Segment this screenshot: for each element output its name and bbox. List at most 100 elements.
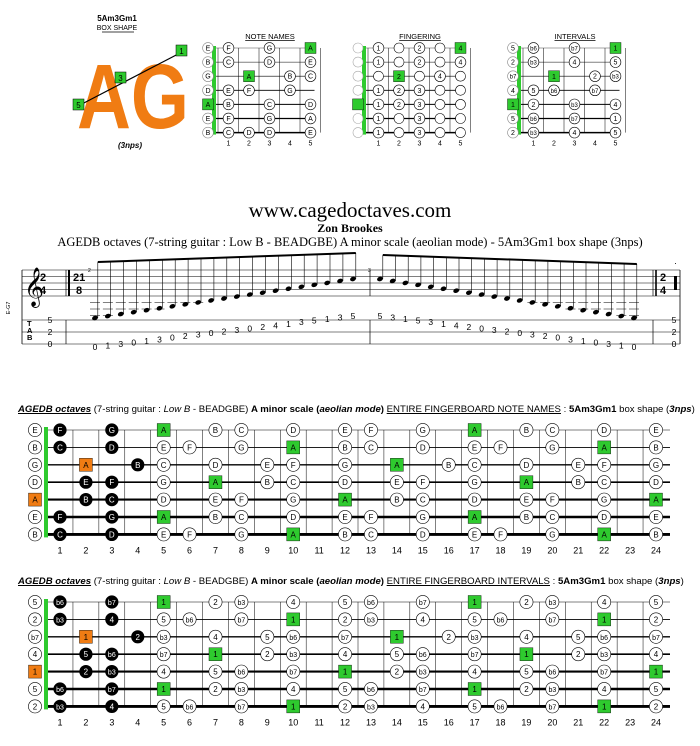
note-marker [28, 612, 42, 627]
box-note-marker [53, 423, 67, 437]
marker-label: E [161, 443, 166, 452]
mini-empty-marker [455, 127, 466, 138]
note-head [221, 296, 227, 301]
mini-note-marker [372, 84, 385, 96]
mini-marker-label: B [288, 74, 293, 81]
box-note-marker [79, 665, 93, 679]
marker-label: b7 [237, 704, 245, 711]
marker-label: 4 [421, 615, 426, 624]
marker-label: C [472, 461, 478, 470]
note-marker [156, 664, 171, 679]
mini-note-marker [284, 70, 296, 82]
marker-label: 2 [524, 598, 529, 607]
marker-label: 2 [654, 615, 659, 624]
mini-empty-marker [455, 99, 466, 110]
note-marker [415, 699, 430, 714]
logo: 5Am3Gm1 BOX SHAPE AG 1 3 5 (3nps) [70, 10, 195, 155]
marker-label: 1 [161, 598, 166, 607]
marker-label: 4 [602, 598, 607, 607]
note-marker [28, 510, 42, 524]
root-marker [286, 612, 300, 627]
mini-note-marker [263, 126, 276, 139]
marker-label: D [653, 478, 659, 487]
mini-marker-label: b7 [510, 75, 517, 81]
note-marker [597, 492, 612, 507]
marker-label: b3 [237, 687, 245, 694]
note-marker [597, 423, 612, 437]
note-marker [260, 457, 275, 472]
note-head [554, 303, 561, 309]
mini-note-marker [434, 70, 446, 82]
box-note-marker [53, 527, 67, 541]
marker-label: 4 [33, 650, 38, 659]
fret-number: 17 [470, 545, 480, 555]
mini-empty-marker [393, 127, 405, 138]
logo-marker-1: 1 [175, 44, 188, 57]
mini-note-marker [243, 126, 255, 139]
mini-note-marker [372, 56, 385, 68]
mini-note-marker [527, 56, 540, 68]
marker-label: B [32, 530, 37, 539]
mini-fret-number: 4 [288, 141, 292, 148]
mini-marker-label: 1 [377, 116, 381, 123]
note-marker [28, 475, 42, 490]
mini-note-marker [507, 42, 519, 54]
fret-number: 16 [444, 717, 454, 727]
marker-label: 2 [136, 633, 141, 642]
note-marker [649, 629, 663, 644]
fret-number: 13 [366, 717, 376, 727]
mini-fret-number: 3 [268, 141, 272, 148]
marker-label: D [290, 426, 296, 435]
note-marker [519, 423, 534, 437]
note-marker [28, 527, 42, 542]
note-marker [545, 699, 560, 714]
marker-label: B [32, 443, 37, 452]
fret-number: 11 [314, 545, 323, 555]
marker-label: C [239, 426, 245, 435]
note-marker [649, 440, 663, 455]
marker-label: F [291, 461, 296, 470]
mini-marker-label: 1 [377, 88, 381, 95]
note-beam [382, 254, 637, 265]
note-marker [28, 647, 42, 662]
note-marker [234, 527, 249, 542]
marker-label: 1 [84, 633, 89, 642]
mini-marker-label: C [226, 60, 231, 67]
mini-marker-label: b7 [571, 117, 578, 123]
marker-label: 4 [524, 633, 529, 642]
tab-number: 1 [144, 336, 149, 346]
marker-label: D [213, 461, 219, 470]
note-marker [545, 510, 560, 524]
tab-number: 0 [93, 342, 98, 352]
note-head [298, 284, 305, 290]
website-title: www.cagedoctaves.com [248, 198, 452, 222]
time-sig-top: 2 [40, 272, 46, 284]
marker-label: 4 [343, 650, 348, 659]
mini-root-marker [304, 42, 317, 54]
marker-label: b7 [548, 704, 556, 711]
note-marker [597, 457, 612, 472]
note-marker [156, 612, 171, 627]
note-marker [649, 527, 663, 542]
marker-label: 5 [213, 668, 218, 677]
mini-root-marker [352, 98, 364, 111]
fret-number: 5 [161, 717, 166, 727]
logo-nps: (3nps) [118, 141, 142, 150]
note-head [516, 298, 523, 303]
note-marker [156, 457, 171, 472]
mini-open-marker [352, 84, 364, 96]
tab-number: 3 [492, 325, 497, 335]
tab-number: 1 [106, 340, 111, 350]
fingerboard-note-names: E F G A B C D E F G A B C D EB C D E F G A B C D E F G A BG A B C D E F G A B… [28, 423, 670, 555]
marker-label: b3 [56, 617, 64, 624]
fret-number: 1 [57, 717, 62, 727]
note-head [169, 303, 176, 309]
logo-graphic: 5Am3Gm1 BOX SHAPE AG 1 3 5 (3nps) [72, 14, 189, 150]
marker-label: 4 [602, 685, 607, 694]
marker-label: G [471, 478, 477, 487]
mini-marker-label: G [205, 74, 210, 81]
mini-note-marker [568, 112, 581, 125]
note-head [311, 282, 318, 288]
mini-marker-label: b7 [571, 47, 578, 53]
note-head [324, 280, 331, 286]
